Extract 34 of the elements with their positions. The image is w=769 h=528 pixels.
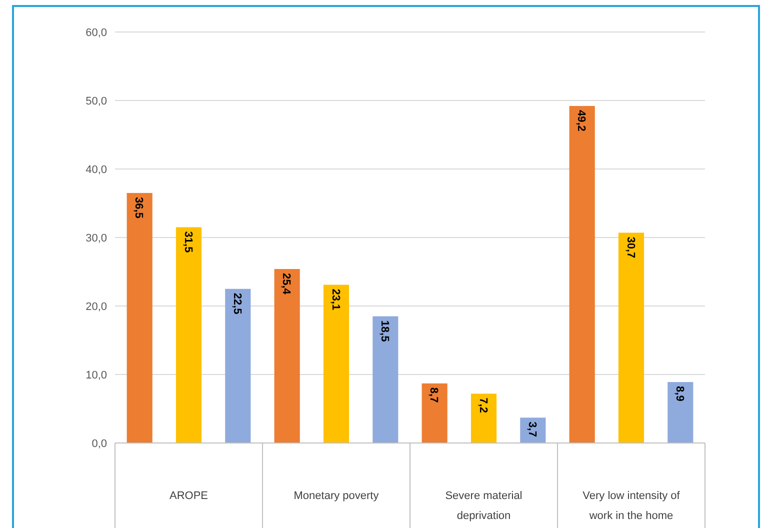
- x-tick-label: Severe material deprivation: [445, 490, 522, 522]
- y-tick-label: 30,0: [86, 232, 107, 244]
- x-tick-label: Very low intensity of work in the home: [582, 490, 681, 522]
- bar: [618, 232, 644, 443]
- bar: [569, 106, 595, 443]
- y-tick-label: 0,0: [92, 438, 107, 450]
- x-tick-label: AROPE: [169, 490, 208, 502]
- y-tick-label: 40,0: [86, 164, 107, 176]
- y-tick-label: 60,0: [86, 26, 107, 39]
- y-tick-label: 50,0: [86, 95, 107, 108]
- data-label: 30,7: [624, 236, 636, 258]
- data-label: 8,9: [673, 386, 686, 402]
- data-label: 31,5: [182, 231, 194, 253]
- y-tick-label: 10,0: [86, 369, 107, 382]
- data-label: 3,7: [526, 422, 538, 437]
- bar: [372, 316, 398, 443]
- data-label: 36,5: [132, 196, 145, 218]
- data-label: 49,2: [575, 110, 588, 132]
- bar: [126, 192, 152, 443]
- bar: [225, 288, 251, 443]
- y-tick-label: 20,0: [86, 300, 107, 313]
- data-label: 22,5: [230, 292, 243, 314]
- data-label: 23,1: [329, 288, 342, 310]
- bar: [422, 383, 448, 443]
- bar: [274, 269, 300, 443]
- data-label: 7,2: [476, 398, 489, 413]
- bar: [176, 227, 202, 443]
- bar: [470, 394, 497, 443]
- data-label: 8,7: [428, 387, 440, 403]
- x-tick-label: Monetary poverty: [294, 490, 380, 502]
- bar: [323, 284, 350, 443]
- data-label: 25,4: [280, 273, 292, 296]
- bar: [668, 382, 694, 443]
- data-label: 18,5: [378, 320, 390, 342]
